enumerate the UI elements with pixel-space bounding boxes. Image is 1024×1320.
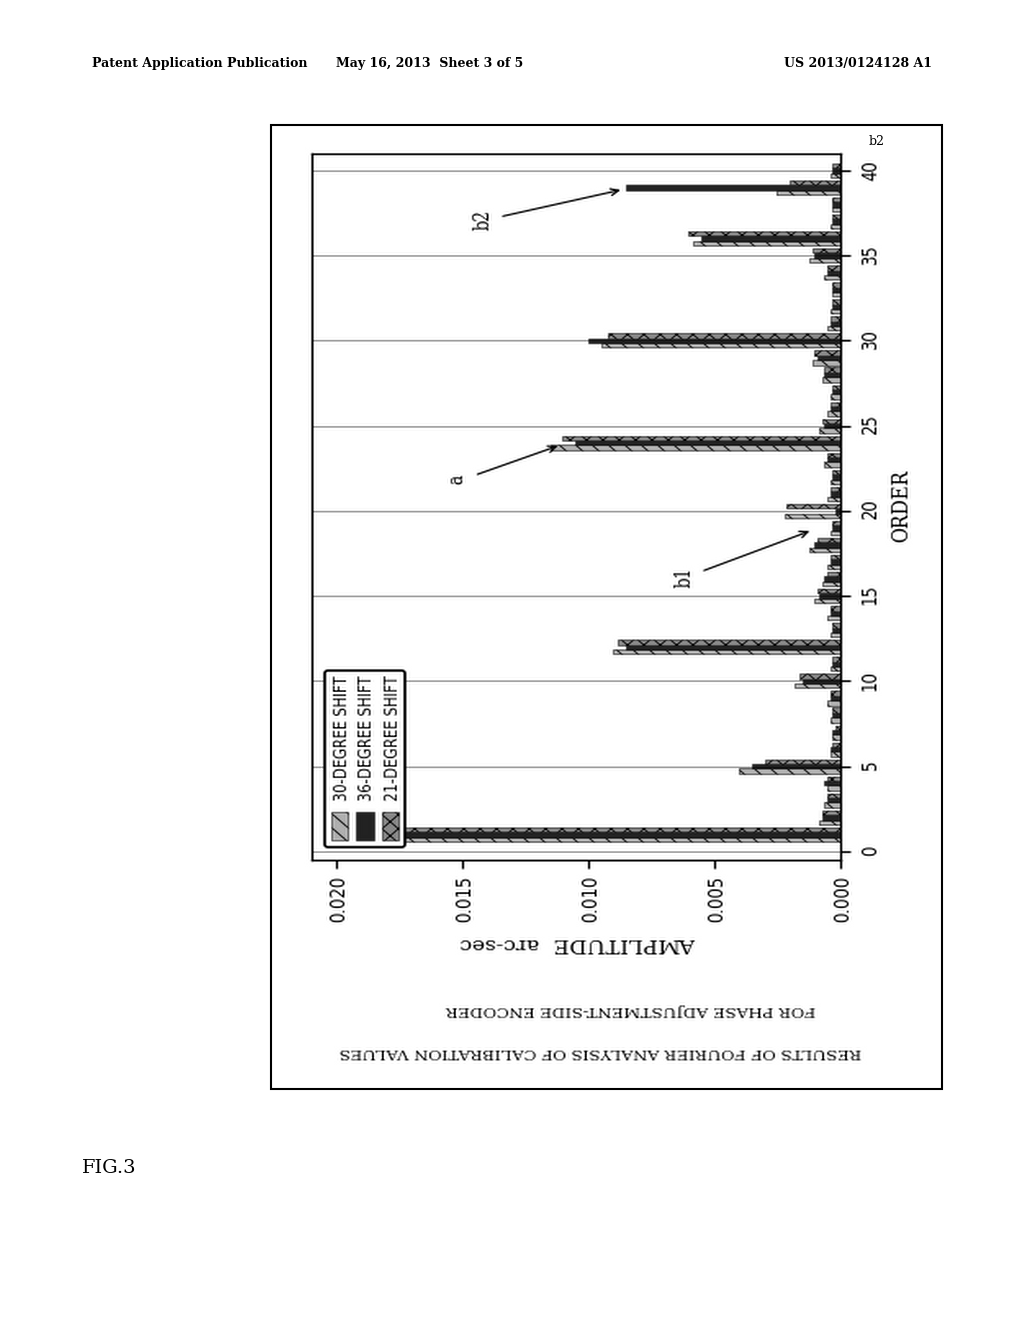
Text: Patent Application Publication: Patent Application Publication	[92, 57, 307, 70]
Text: US 2013/0124128 A1: US 2013/0124128 A1	[783, 57, 932, 70]
Text: FIG.3: FIG.3	[82, 1159, 136, 1177]
Text: b2: b2	[868, 135, 885, 148]
Text: May 16, 2013  Sheet 3 of 5: May 16, 2013 Sheet 3 of 5	[337, 57, 523, 70]
